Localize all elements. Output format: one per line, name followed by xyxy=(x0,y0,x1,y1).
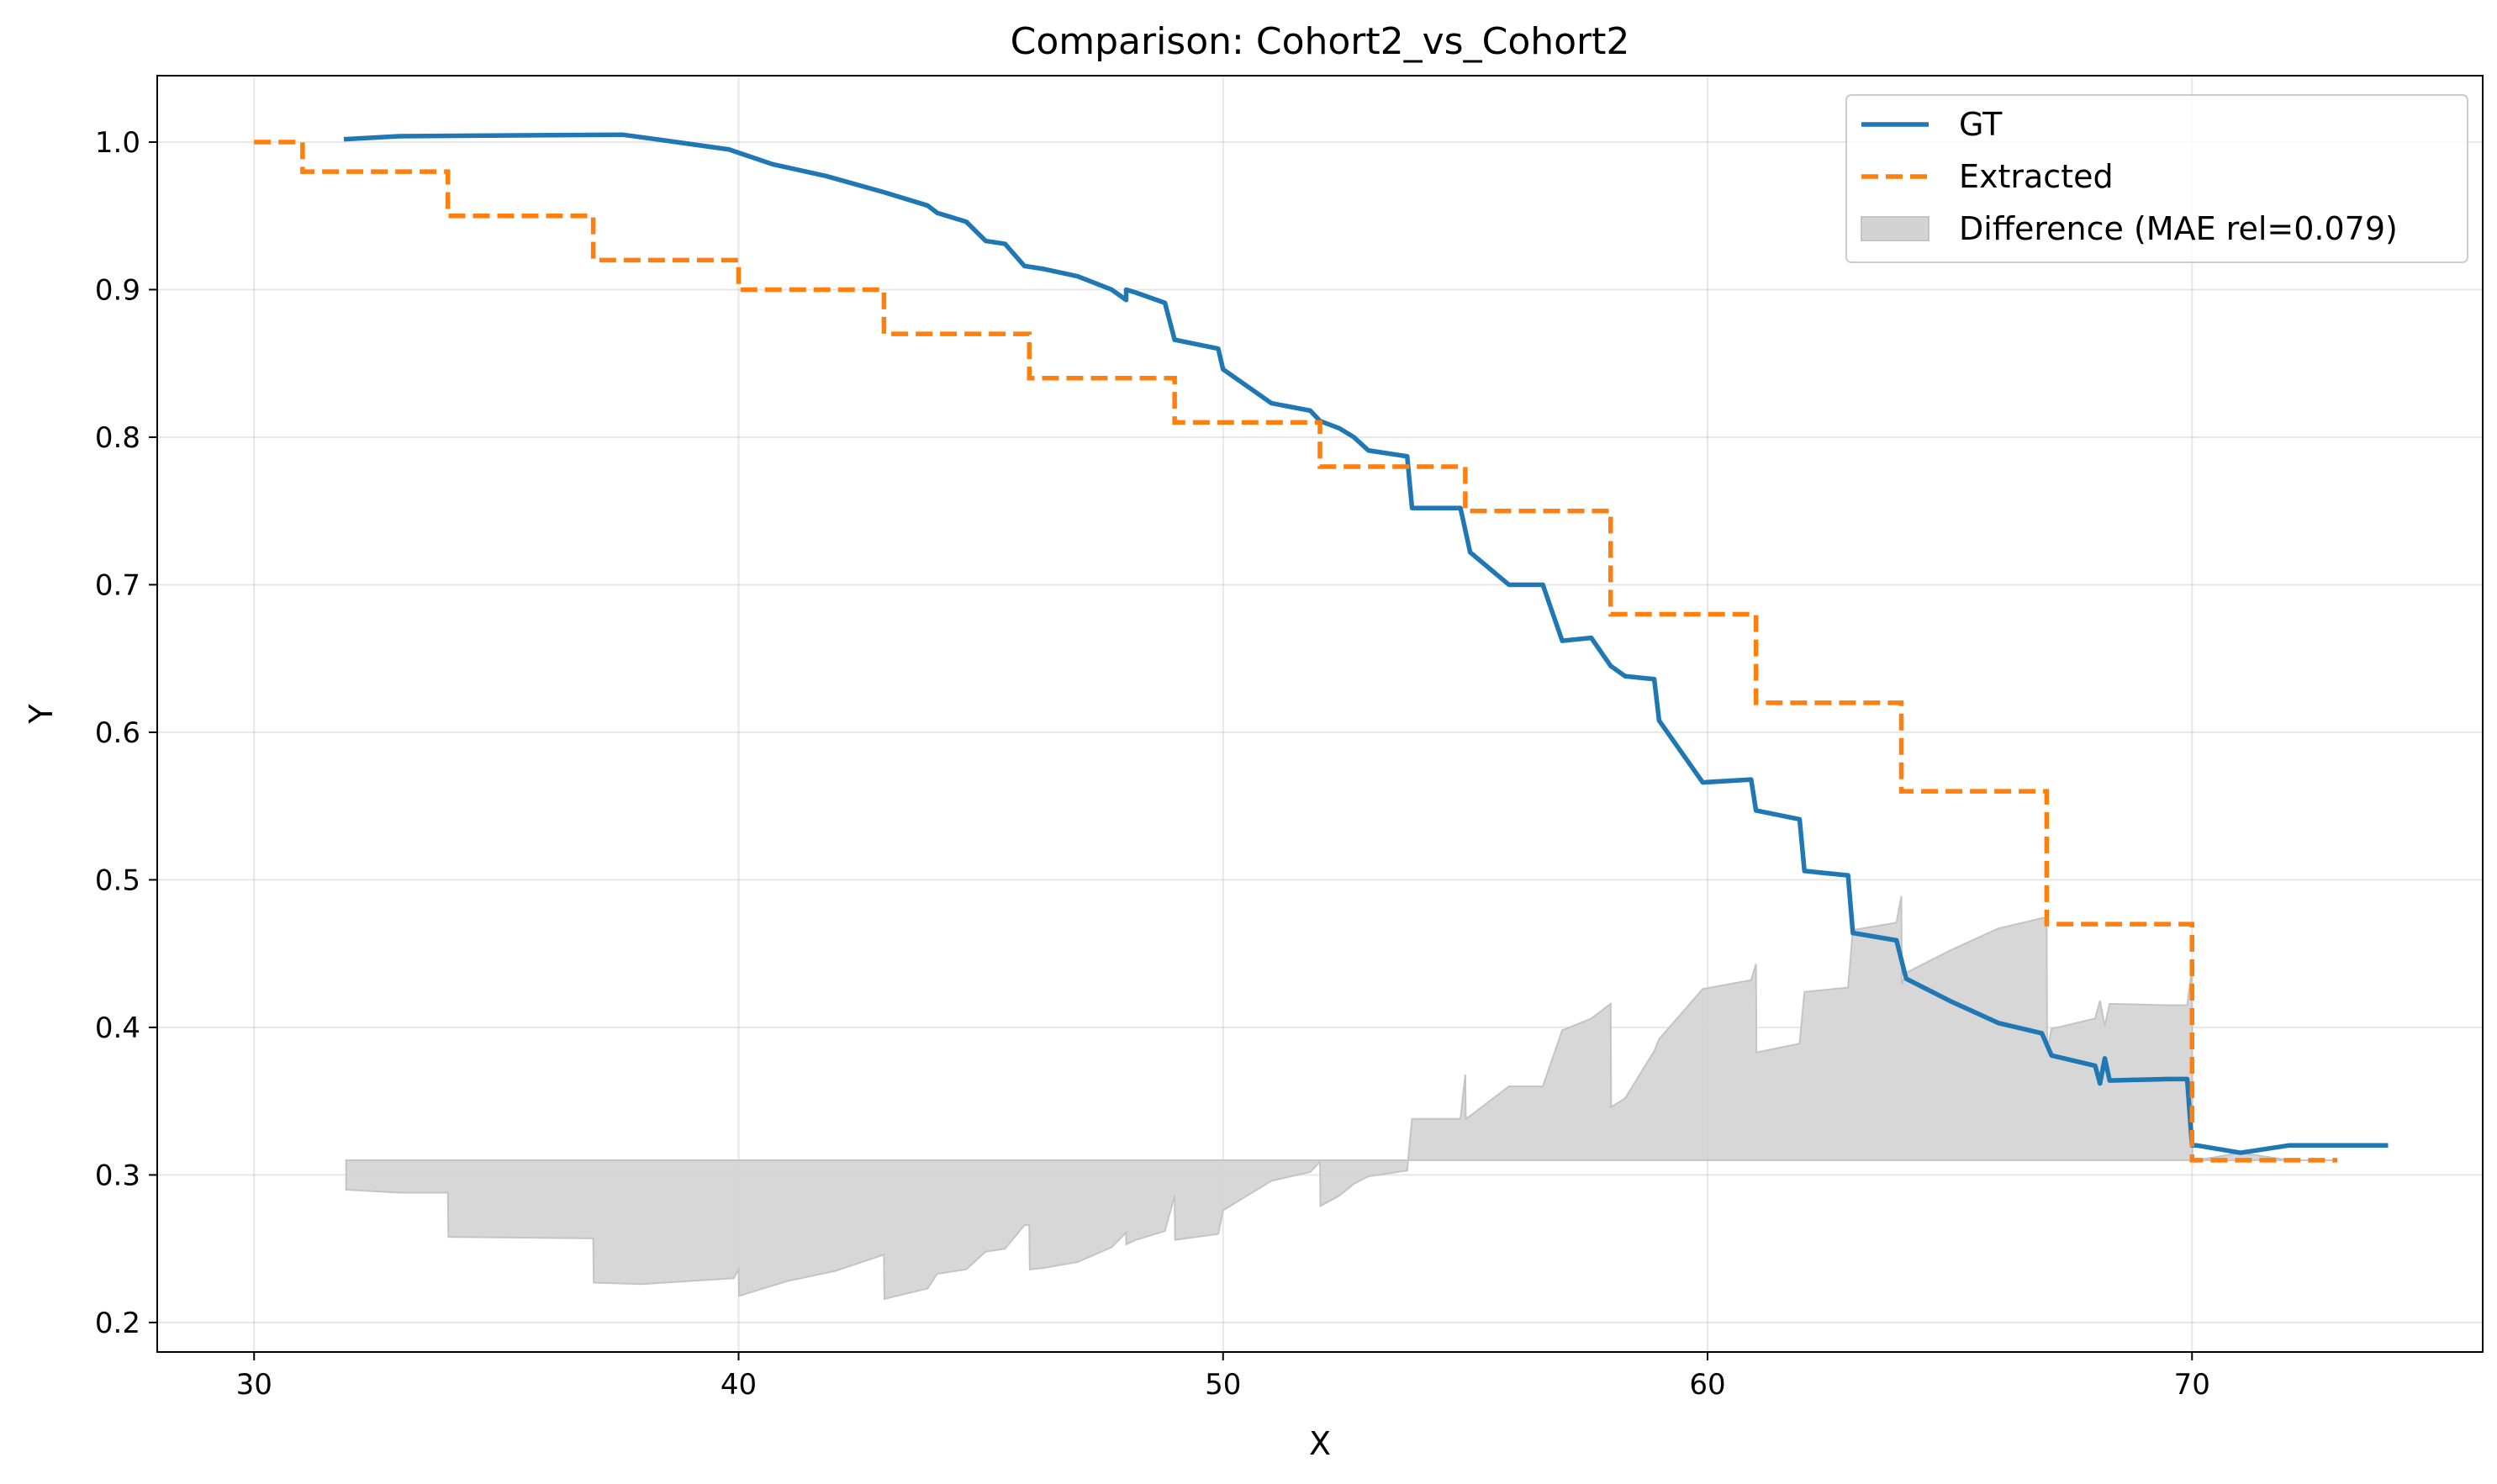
difference-fill xyxy=(345,895,2338,1301)
legend-label-gt: GT xyxy=(1959,106,2003,143)
legend-label-extracted: Extracted xyxy=(1959,158,2114,195)
y-tick-label: 0.2 xyxy=(95,1307,140,1340)
gt-line xyxy=(343,132,2389,1155)
legend-swatch-difference xyxy=(1861,216,1930,241)
grid xyxy=(157,76,2483,1352)
difference-area xyxy=(345,895,2338,1301)
x-tick-label: 50 xyxy=(1205,1368,1241,1402)
x-tick-label: 70 xyxy=(2174,1368,2210,1402)
axis-ticks: 30 40 50 60 70 0.2 0.3 0.4 0.5 0.6 0.7 0.8 0.9 1.0 xyxy=(95,126,2210,1402)
y-tick-label: 0.7 xyxy=(95,568,140,602)
y-tick-label: 0.5 xyxy=(95,863,140,897)
extracted-line xyxy=(254,140,2338,1163)
plot-frame xyxy=(156,75,2484,1353)
x-tick-label: 60 xyxy=(1689,1368,1725,1402)
y-tick-label: 0.3 xyxy=(95,1159,140,1192)
x-tick-label: 30 xyxy=(236,1368,272,1402)
legend-box xyxy=(1845,94,2468,263)
y-tick-label: 0.6 xyxy=(95,716,140,750)
y-tick-label: 0.9 xyxy=(95,273,140,307)
y-tick-label: 0.8 xyxy=(95,421,140,455)
y-axis-label: Y xyxy=(23,704,60,725)
x-axis-label: X xyxy=(1309,1425,1331,1462)
series-lines xyxy=(254,132,2389,1163)
chart-title: Comparison: Cohort2_vs_Cohort2 xyxy=(1011,20,1630,63)
y-tick-label: 1.0 xyxy=(95,126,140,160)
legend: GT Extracted Difference (MAE rel=0.079) xyxy=(1845,94,2468,263)
y-tick-label: 0.4 xyxy=(95,1011,140,1045)
x-tick-label: 40 xyxy=(721,1368,757,1402)
legend-label-difference: Difference (MAE rel=0.079) xyxy=(1959,210,2398,247)
